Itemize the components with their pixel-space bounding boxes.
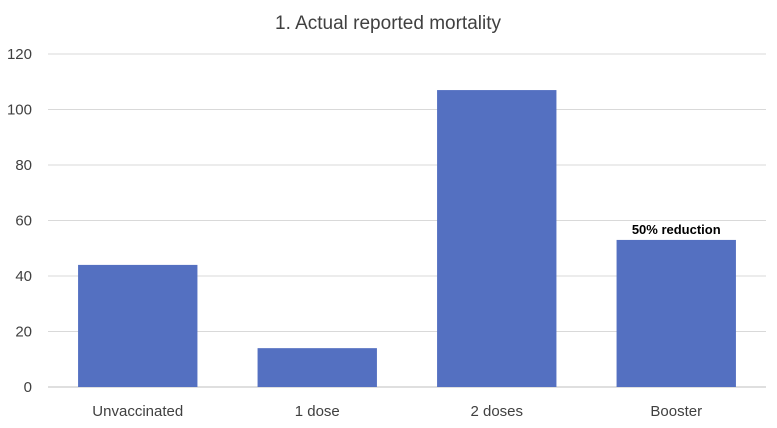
x-category-label: Unvaccinated — [92, 403, 183, 420]
y-tick-label: 100 — [7, 102, 32, 119]
y-tick-label: 120 — [7, 46, 32, 63]
annotations: 50% reduction — [632, 222, 721, 237]
y-axis-ticks: 0 20 40 60 80 100 120 — [7, 46, 32, 396]
bar-unvaccinated — [78, 264, 198, 387]
x-category-label: Booster — [650, 403, 702, 420]
x-category-label: 1 dose — [295, 403, 340, 420]
bar-booster — [616, 239, 736, 387]
bars — [78, 90, 736, 387]
chart-title: 1. Actual reported mortality — [275, 13, 501, 34]
y-tick-label: 40 — [15, 268, 32, 285]
x-axis-labels: Unvaccinated 1 dose 2 doses Booster — [92, 403, 702, 420]
y-tick-label: 20 — [15, 324, 32, 341]
y-tick-label: 80 — [15, 157, 32, 174]
bar-2-doses — [437, 90, 557, 387]
bar-annotation: 50% reduction — [632, 222, 721, 237]
y-tick-label: 60 — [15, 213, 32, 230]
y-tick-label: 0 — [24, 379, 32, 396]
x-category-label: 2 doses — [470, 403, 523, 420]
bar-1-dose — [257, 348, 377, 387]
